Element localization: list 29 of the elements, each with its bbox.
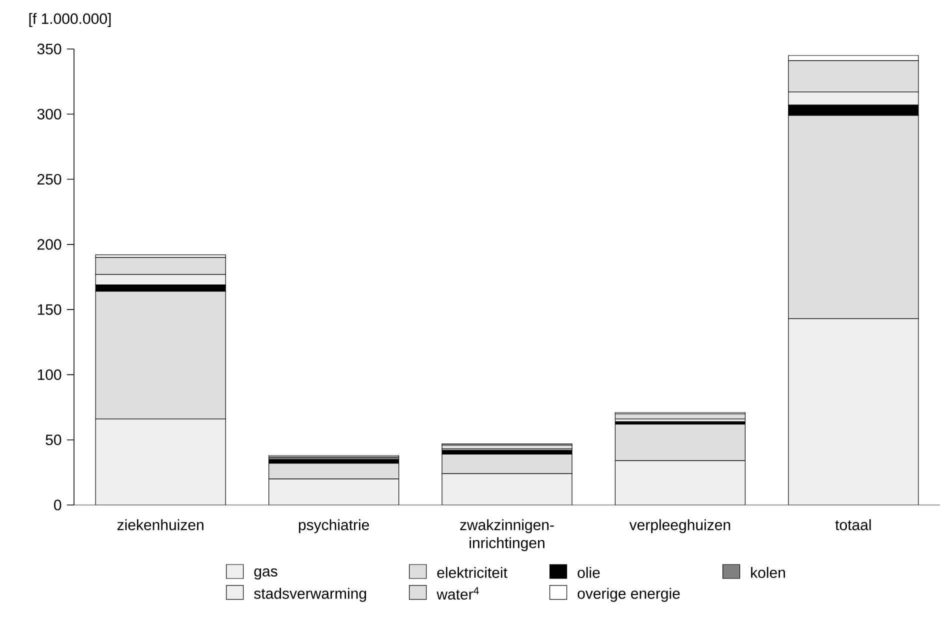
- bar: [268, 463, 400, 480]
- x-tick-label: ziekenhuizen: [117, 519, 204, 530]
- legend-label: stadsverwarming: [254, 588, 366, 602]
- y-tick-label: 0: [54, 500, 62, 510]
- y-tick-label: 50: [46, 434, 62, 446]
- bar: [614, 460, 746, 505]
- legend-label: overige energie: [578, 588, 680, 602]
- x-tick-label: zwakzinnigen-inrichtingen: [460, 519, 554, 552]
- x-tick-label: totaal: [835, 519, 871, 530]
- legend-label: olie: [578, 566, 600, 578]
- x-tick-label: verpleeghuizen: [629, 519, 730, 534]
- bar: [442, 454, 572, 474]
- legend-label: elektriciteit: [437, 566, 508, 578]
- bar: [268, 478, 400, 505]
- x-tick-label: psychiatrie: [298, 519, 369, 534]
- legend-label: water$^{4}$: [436, 587, 479, 600]
- legend-label: gas: [254, 568, 278, 580]
- y-tick-label: 100: [38, 369, 62, 380]
- y-tick-label: 150: [38, 304, 62, 315]
- bar: [95, 418, 226, 505]
- y-axis-title: [f 1.000.000]: [29, 13, 111, 27]
- y-tick-label: 300: [37, 108, 62, 120]
- legend-label: kolen: [751, 566, 785, 578]
- bar: [614, 424, 746, 461]
- bar: [788, 318, 919, 505]
- bar: [442, 473, 572, 505]
- y-tick-label: 200: [38, 239, 62, 250]
- y-tick-label: 250: [38, 174, 62, 185]
- y-tick-label: 350: [37, 44, 62, 54]
